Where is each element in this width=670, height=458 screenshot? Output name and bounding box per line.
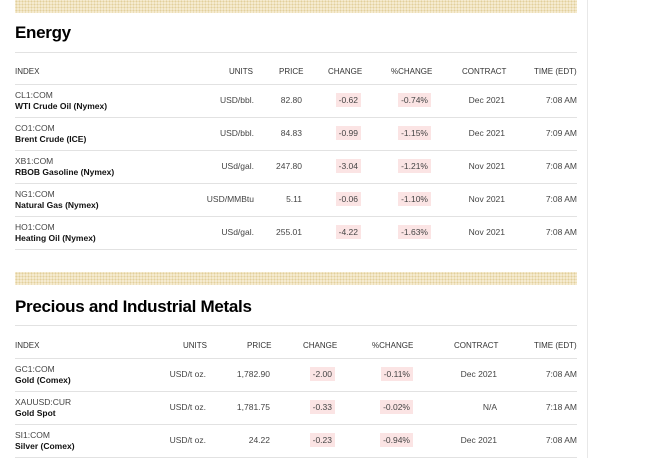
col-header-pct-change: %CHANGE xyxy=(391,67,433,76)
symbol-link[interactable]: CL1:COM xyxy=(15,90,53,100)
contract-cell: Dec 2021 xyxy=(468,128,505,138)
col-header-price: PRICE xyxy=(247,341,272,350)
units-cell: USD/bbl. xyxy=(219,128,254,138)
section-title-energy: Energy xyxy=(15,23,71,42)
table-row[interactable]: CO1:COM Brent Crude (ICE) USD/bbl. 84.83 -0.… xyxy=(15,117,577,150)
col-header-pct-change: %CHANGE xyxy=(372,341,414,350)
col-header-units: UNITS xyxy=(183,341,207,350)
time-cell: 7:08 AM xyxy=(545,161,577,171)
time-cell: 7:08 AM xyxy=(545,435,577,445)
col-header-time: TIME (EDT) xyxy=(534,67,577,76)
pct-change-cell: -1.10% xyxy=(398,192,431,206)
section-title-metals: Precious and Industrial Metals xyxy=(15,297,252,316)
pct-change-cell: -1.15% xyxy=(398,126,431,140)
instrument-name[interactable]: RBOB Gasoline (Nymex) xyxy=(15,167,115,177)
price-cell: 24.22 xyxy=(248,435,270,445)
symbol-link[interactable]: NG1:COM xyxy=(15,189,55,199)
col-header-contract: CONTRACT xyxy=(462,67,507,76)
pct-change-cell: -0.94% xyxy=(380,433,413,447)
col-header-index: INDEX xyxy=(15,67,40,76)
price-cell: 84.83 xyxy=(280,128,302,138)
time-cell: 7:08 AM xyxy=(545,95,577,105)
time-cell: 7:09 AM xyxy=(545,128,577,138)
col-header-time: TIME (EDT) xyxy=(534,341,577,350)
time-cell: 7:08 AM xyxy=(545,194,577,204)
contract-cell: Nov 2021 xyxy=(468,161,505,171)
price-cell: 82.80 xyxy=(280,95,302,105)
instrument-name[interactable]: Silver (Comex) xyxy=(15,441,75,451)
pct-change-cell: -0.11% xyxy=(380,367,413,381)
symbol-link[interactable]: CO1:COM xyxy=(15,123,55,133)
col-header-price: PRICE xyxy=(279,67,304,76)
section-decorative-band xyxy=(15,272,577,285)
price-cell: 255.01 xyxy=(276,227,302,237)
change-cell: -0.62 xyxy=(335,93,361,107)
table-row[interactable]: XB1:COM RBOB Gasoline (Nymex) USd/gal. 247.… xyxy=(15,150,577,183)
contract-cell: N/A xyxy=(482,402,497,412)
contract-cell: Dec 2021 xyxy=(468,95,505,105)
change-cell: -2.00 xyxy=(309,367,335,381)
units-cell: USD/MMBtu xyxy=(206,194,254,204)
change-cell: -0.99 xyxy=(335,126,361,140)
energy-table: INDEX UNITS PRICE CHANGE %CHANGE CONTRAC… xyxy=(15,62,577,250)
change-cell: -0.23 xyxy=(309,433,335,447)
change-cell: -3.04 xyxy=(335,159,361,173)
table-header: INDEX UNITS PRICE CHANGE %CHANGE CONTRAC… xyxy=(15,62,577,84)
col-header-change: CHANGE xyxy=(328,67,363,76)
content-edge-divider xyxy=(587,0,588,458)
table-row[interactable]: NG1:COM Natural Gas (Nymex) USD/MMBtu 5.11 -… xyxy=(15,183,577,216)
title-divider xyxy=(15,52,577,53)
instrument-name[interactable]: Gold Spot xyxy=(15,408,56,418)
pct-change-cell: -0.02% xyxy=(380,400,413,414)
pct-change-cell: -1.21% xyxy=(398,159,431,173)
price-cell: 247.80 xyxy=(276,161,302,171)
units-cell: USD/bbl. xyxy=(219,95,254,105)
change-cell: -0.33 xyxy=(309,400,335,414)
contract-cell: Dec 2021 xyxy=(460,435,497,445)
contract-cell: Nov 2021 xyxy=(468,227,505,237)
pct-change-cell: -0.74% xyxy=(398,93,431,107)
instrument-name[interactable]: Gold (Comex) xyxy=(15,375,71,385)
time-cell: 7:18 AM xyxy=(545,402,577,412)
units-cell: USD/t oz. xyxy=(169,435,206,445)
symbol-link[interactable]: GC1:COM xyxy=(15,364,55,374)
symbol-link[interactable]: SI1:COM xyxy=(15,430,50,440)
contract-cell: Dec 2021 xyxy=(460,369,497,379)
units-cell: USD/t oz. xyxy=(169,402,206,412)
table-header: INDEX UNITS PRICE CHANGE %CHANGE CONTRAC… xyxy=(15,336,577,358)
units-cell: USD/t oz. xyxy=(169,369,206,379)
instrument-name[interactable]: Natural Gas (Nymex) xyxy=(15,200,99,210)
pct-change-cell: -1.63% xyxy=(398,225,431,239)
table-row[interactable]: GC1:COM Gold (Comex) USD/t oz. 1,782.90 -2.0… xyxy=(15,358,577,391)
symbol-link[interactable]: HO1:COM xyxy=(15,222,55,232)
col-header-index: INDEX xyxy=(15,341,40,350)
instrument-name[interactable]: WTI Crude Oil (Nymex) xyxy=(15,101,108,111)
metals-table: INDEX UNITS PRICE CHANGE %CHANGE CONTRAC… xyxy=(15,336,577,458)
time-cell: 7:08 AM xyxy=(545,369,577,379)
table-row[interactable]: SI1:COM Silver (Comex) USD/t oz. 24.22 -0.23… xyxy=(15,424,577,458)
col-header-contract: CONTRACT xyxy=(454,341,499,350)
table-row[interactable]: XAUUSD:CUR Gold Spot USD/t oz. 1,781.75 -0.3… xyxy=(15,391,577,424)
title-divider xyxy=(15,325,577,326)
instrument-name[interactable]: Heating Oil (Nymex) xyxy=(15,233,96,243)
change-cell: -0.06 xyxy=(335,192,361,206)
time-cell: 7:08 AM xyxy=(545,227,577,237)
symbol-link[interactable]: XB1:COM xyxy=(15,156,54,166)
top-decorative-band xyxy=(15,0,577,13)
units-cell: USd/gal. xyxy=(221,227,254,237)
price-cell: 1,781.75 xyxy=(236,402,270,412)
instrument-name[interactable]: Brent Crude (ICE) xyxy=(15,134,87,144)
price-cell: 5.11 xyxy=(286,194,302,204)
contract-cell: Nov 2021 xyxy=(468,194,505,204)
symbol-link[interactable]: XAUUSD:CUR xyxy=(15,397,72,407)
col-header-change: CHANGE xyxy=(303,341,338,350)
col-header-units: UNITS xyxy=(229,67,253,76)
table-row[interactable]: HO1:COM Heating Oil (Nymex) USd/gal. 255.01… xyxy=(15,216,577,250)
units-cell: USd/gal. xyxy=(221,161,254,171)
change-cell: -4.22 xyxy=(335,225,361,239)
price-cell: 1,782.90 xyxy=(236,369,270,379)
table-row[interactable]: CL1:COM WTI Crude Oil (Nymex) USD/bbl. 82.8… xyxy=(15,84,577,117)
